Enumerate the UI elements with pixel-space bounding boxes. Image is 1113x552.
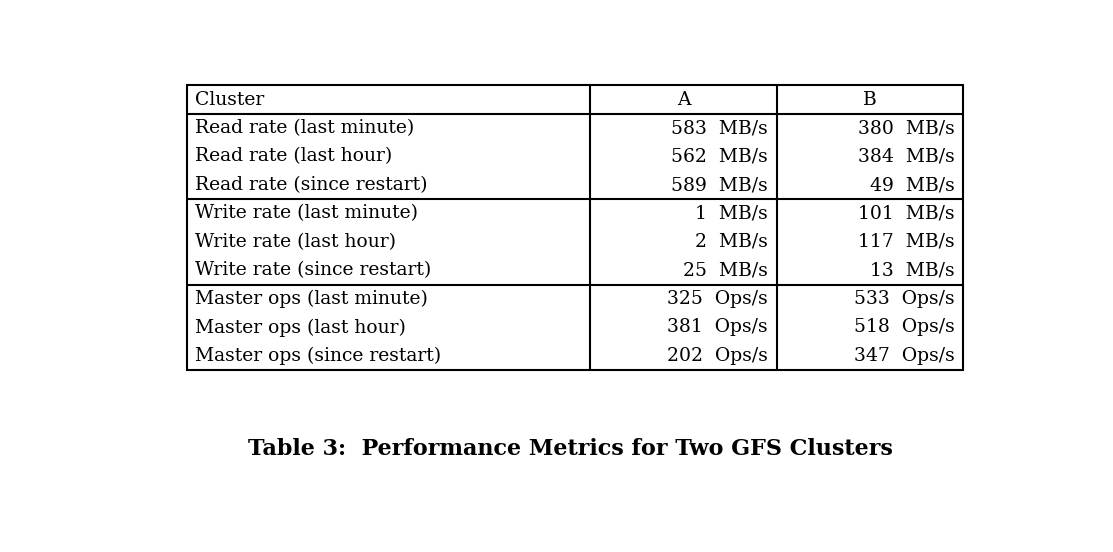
Text: Write rate (last minute): Write rate (last minute) (195, 205, 418, 222)
Text: 562  MB/s: 562 MB/s (671, 147, 768, 166)
Text: Write rate (since restart): Write rate (since restart) (195, 262, 432, 279)
Text: 1  MB/s: 1 MB/s (696, 205, 768, 222)
Text: 347  Ops/s: 347 Ops/s (854, 347, 954, 365)
Text: B: B (863, 91, 877, 109)
Text: 380  MB/s: 380 MB/s (857, 119, 954, 137)
Text: Master ops (last minute): Master ops (last minute) (195, 290, 429, 308)
Text: 202  Ops/s: 202 Ops/s (667, 347, 768, 365)
Text: Write rate (last hour): Write rate (last hour) (195, 233, 396, 251)
Text: 381  Ops/s: 381 Ops/s (668, 319, 768, 336)
Text: Master ops (last hour): Master ops (last hour) (195, 319, 406, 337)
Text: Read rate (last hour): Read rate (last hour) (195, 147, 393, 166)
Text: 25  MB/s: 25 MB/s (683, 262, 768, 279)
Text: Master ops (since restart): Master ops (since restart) (195, 347, 442, 365)
Text: 117  MB/s: 117 MB/s (858, 233, 954, 251)
Text: 589  MB/s: 589 MB/s (671, 176, 768, 194)
Text: 13  MB/s: 13 MB/s (869, 262, 954, 279)
Text: Read rate (last minute): Read rate (last minute) (195, 119, 414, 137)
Text: 533  Ops/s: 533 Ops/s (854, 290, 954, 308)
Text: 583  MB/s: 583 MB/s (671, 119, 768, 137)
Text: Read rate (since restart): Read rate (since restart) (195, 176, 427, 194)
Text: 325  Ops/s: 325 Ops/s (667, 290, 768, 308)
Text: 518  Ops/s: 518 Ops/s (854, 319, 954, 336)
Text: Table 3:  Performance Metrics for Two GFS Clusters: Table 3: Performance Metrics for Two GFS… (248, 438, 893, 460)
Text: 49  MB/s: 49 MB/s (869, 176, 954, 194)
Text: A: A (677, 91, 690, 109)
Text: 101  MB/s: 101 MB/s (858, 205, 954, 222)
Text: 2  MB/s: 2 MB/s (695, 233, 768, 251)
Text: 384  MB/s: 384 MB/s (857, 147, 954, 166)
Text: Cluster: Cluster (195, 91, 265, 109)
